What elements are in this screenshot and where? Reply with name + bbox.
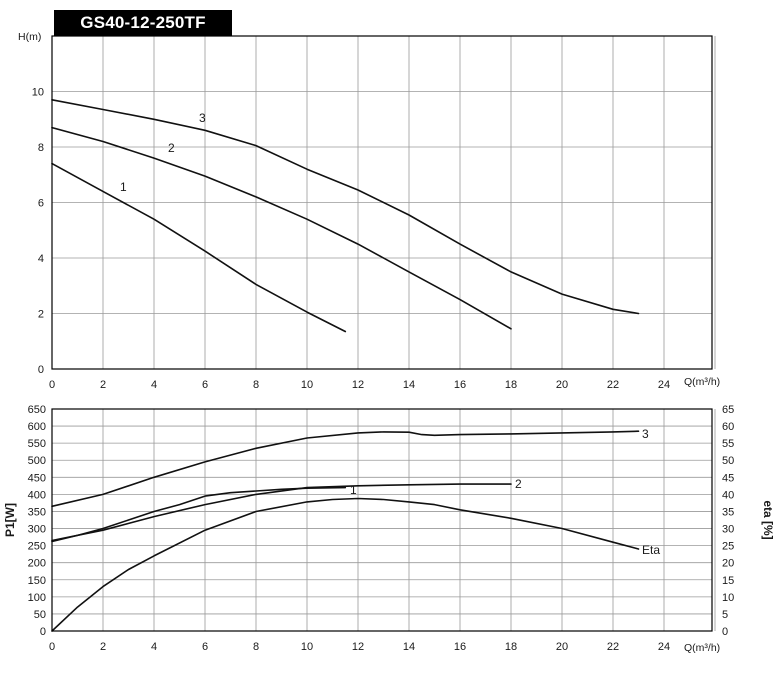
power-y-tick-label: 650 bbox=[28, 404, 46, 416]
power-x-tick-label: 22 bbox=[607, 641, 619, 653]
power-y-tick-label: 550 bbox=[28, 438, 46, 450]
eta-y-tick-label: 40 bbox=[722, 489, 734, 501]
power-x-tick-label: 12 bbox=[352, 641, 364, 653]
head-curve-label: 1 bbox=[120, 180, 127, 194]
head-curve-1 bbox=[51, 162, 347, 333]
power-curve-1 bbox=[51, 486, 347, 543]
head-y-tick-label: 6 bbox=[38, 198, 44, 210]
power-y-tick-label: 450 bbox=[28, 472, 46, 484]
head-chart-curves bbox=[51, 99, 640, 333]
head-curve-label: 3 bbox=[199, 111, 206, 125]
head-chart-y-label: H(m) bbox=[18, 31, 41, 43]
chart-title: GS40-12-250TF bbox=[54, 10, 232, 36]
head-y-tick-label: 10 bbox=[32, 87, 44, 99]
head-x-tick-label: 12 bbox=[352, 379, 364, 391]
head-x-tick-label: 20 bbox=[556, 379, 568, 391]
power-x-tick-label: 14 bbox=[403, 641, 415, 653]
power-curve-3 bbox=[51, 430, 640, 508]
head-curve-label: 2 bbox=[168, 141, 175, 155]
head-curve-3 bbox=[51, 99, 640, 315]
power-x-tick-label: 4 bbox=[151, 641, 157, 653]
power-y-tick-label: 150 bbox=[28, 575, 46, 587]
head-x-tick-label: 22 bbox=[607, 379, 619, 391]
power-y-tick-label: 350 bbox=[28, 506, 46, 518]
power-x-tick-label: 10 bbox=[301, 641, 313, 653]
power-x-tick-label: 2 bbox=[100, 641, 106, 653]
power-y-tick-label: 300 bbox=[28, 524, 46, 536]
power-curve-label: 3 bbox=[642, 427, 649, 441]
power-x-tick-label: 20 bbox=[556, 641, 568, 653]
eta-y-tick-label: 15 bbox=[722, 575, 734, 587]
eta-y-tick-label: 45 bbox=[722, 472, 734, 484]
power-curve-label: Eta bbox=[642, 543, 660, 557]
power-chart-grid bbox=[51, 408, 716, 632]
power-chart-curve-labels: 1 2 3 Eta bbox=[350, 427, 660, 557]
head-y-tick-label: 2 bbox=[38, 309, 44, 321]
head-x-tick-label: 6 bbox=[202, 379, 208, 391]
head-y-tick-label: 8 bbox=[38, 142, 44, 154]
power-chart-y-label: P1[W] bbox=[3, 503, 17, 537]
eta-y-tick-label: 5 bbox=[722, 609, 728, 621]
power-y-tick-label: 200 bbox=[28, 558, 46, 570]
power-x-tick-label: 6 bbox=[202, 641, 208, 653]
head-curve-2 bbox=[51, 126, 512, 330]
eta-y-tick-label: 25 bbox=[722, 541, 734, 553]
head-x-tick-label: 2 bbox=[100, 379, 106, 391]
power-x-tick-label: 18 bbox=[505, 641, 517, 653]
head-x-tick-label: 0 bbox=[49, 379, 55, 391]
head-x-tick-label: 10 bbox=[301, 379, 313, 391]
power-x-tick-label: 16 bbox=[454, 641, 466, 653]
power-y-tick-label: 50 bbox=[34, 609, 46, 621]
eta-y-tick-label: 65 bbox=[722, 404, 734, 416]
power-chart-frame bbox=[51, 408, 713, 632]
power-y-tick-label: 600 bbox=[28, 421, 46, 433]
head-x-tick-label: 16 bbox=[454, 379, 466, 391]
head-y-tick-label: 4 bbox=[38, 253, 44, 265]
eta-y-tick-label: 35 bbox=[722, 506, 734, 518]
power-y-tick-label: 400 bbox=[28, 489, 46, 501]
power-x-tick-label: 0 bbox=[49, 641, 55, 653]
eta-y-tick-label: 30 bbox=[722, 524, 734, 536]
power-chart-x-label: Q(m³/h) bbox=[684, 642, 720, 654]
head-chart-x-label: Q(m³/h) bbox=[684, 376, 720, 388]
head-x-tick-label: 4 bbox=[151, 379, 157, 391]
eta-y-tick-label: 50 bbox=[722, 455, 734, 467]
head-x-tick-label: 14 bbox=[403, 379, 415, 391]
power-chart-y2-label: eta [%] bbox=[761, 500, 775, 539]
power-y-tick-label: 250 bbox=[28, 541, 46, 553]
eta-y-tick-label: 60 bbox=[722, 421, 734, 433]
power-curve-label: 1 bbox=[350, 483, 357, 497]
power-curve-2 bbox=[51, 483, 512, 542]
head-x-tick-label: 24 bbox=[658, 379, 670, 391]
eta-y-tick-label: 20 bbox=[722, 558, 734, 570]
power-curve-label: 2 bbox=[515, 477, 522, 491]
power-curve-eta bbox=[51, 497, 640, 632]
power-y-tick-label: 0 bbox=[40, 626, 46, 638]
head-y-tick-label: 0 bbox=[38, 364, 44, 376]
power-chart-curves bbox=[51, 430, 640, 632]
head-x-tick-label: 18 bbox=[505, 379, 517, 391]
eta-y-tick-label: 10 bbox=[722, 592, 734, 604]
eta-y-tick-label: 0 bbox=[722, 626, 728, 638]
head-chart-curve-labels: 1 2 3 bbox=[120, 111, 206, 194]
power-y-tick-label: 100 bbox=[28, 592, 46, 604]
power-y-tick-label: 500 bbox=[28, 455, 46, 467]
eta-y-tick-label: 55 bbox=[722, 438, 734, 450]
power-x-tick-label: 8 bbox=[253, 641, 259, 653]
head-x-tick-label: 8 bbox=[253, 379, 259, 391]
power-x-tick-label: 24 bbox=[658, 641, 670, 653]
power-chart-ticks: 0 2 4 6 8 10 12 14 16 18 20 22 240501001502002503003… bbox=[28, 404, 735, 653]
head-chart-frame bbox=[51, 35, 713, 370]
